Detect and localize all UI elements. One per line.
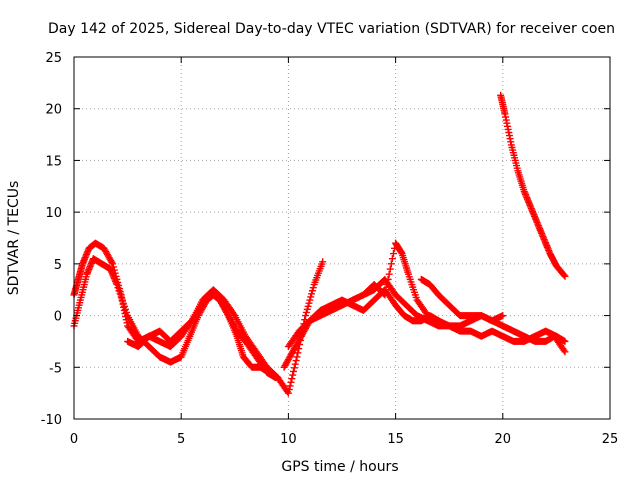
data-point <box>287 378 295 386</box>
data-point <box>290 367 298 375</box>
chart-title: Day 142 of 2025, Sidereal Day-to-day VTE… <box>48 21 615 37</box>
data-point <box>302 312 310 320</box>
data-point <box>291 360 299 368</box>
data-point <box>288 375 296 383</box>
y-tick-label: 0 <box>54 310 62 325</box>
data-point <box>284 389 292 397</box>
data-point <box>116 290 124 298</box>
data-point <box>187 318 195 326</box>
data-point <box>308 290 316 298</box>
y-tick-label: 5 <box>54 258 62 273</box>
data-point <box>561 348 569 356</box>
data-point <box>115 287 123 295</box>
data-point <box>309 284 317 292</box>
data-point <box>561 337 569 345</box>
data-point <box>560 346 568 354</box>
data-point <box>292 357 300 365</box>
data-point <box>303 305 311 313</box>
data-point <box>108 258 116 266</box>
series-track-f <box>359 275 569 345</box>
data-point <box>121 305 129 313</box>
y-tick-label: -5 <box>49 361 62 376</box>
data-point <box>382 286 390 294</box>
data-point <box>304 302 312 310</box>
data-point <box>123 308 131 316</box>
data-point <box>499 312 507 320</box>
x-tick-label: 10 <box>280 432 297 447</box>
data-point <box>109 260 117 268</box>
data-point <box>319 258 327 266</box>
y-axis-title: SDTVAR / TECUs <box>6 181 22 296</box>
data-point <box>381 291 389 299</box>
data-point <box>285 386 293 394</box>
data-point <box>305 299 313 307</box>
data-point <box>120 302 128 310</box>
data-point <box>561 272 569 280</box>
x-tick-label: 25 <box>602 432 619 447</box>
x-tick-label: 20 <box>495 432 512 447</box>
y-tick-label: -10 <box>41 413 62 428</box>
plot-border <box>73 56 611 420</box>
x-axis-title: GPS time / hours <box>281 459 398 475</box>
data-point <box>388 255 396 263</box>
y-tick-label: 10 <box>45 206 62 221</box>
data-point <box>307 293 315 301</box>
data-point <box>230 310 238 318</box>
data-point <box>224 310 232 318</box>
data-point <box>118 296 126 304</box>
data-point <box>302 308 310 316</box>
data-point <box>290 364 298 372</box>
series-track-c <box>124 258 327 397</box>
y-tick-label: 20 <box>45 103 62 118</box>
data-point <box>560 271 568 279</box>
data-point <box>114 284 122 292</box>
data-point <box>385 270 393 278</box>
data-point <box>294 349 302 357</box>
data-point <box>308 287 316 295</box>
data-point <box>387 260 395 268</box>
series-track-h <box>497 91 569 280</box>
data-point <box>380 290 388 298</box>
x-tick-label: 0 <box>70 432 78 447</box>
axis-ticks: 0 5 10 15 20 25 -10 -5 0 5 10 15 20 25 <box>41 51 619 447</box>
data-point <box>293 353 301 361</box>
series-track-g <box>417 275 569 356</box>
data-point <box>113 281 121 289</box>
data-point <box>306 296 314 304</box>
data-point <box>386 265 394 273</box>
data-point <box>286 382 294 390</box>
x-tick-label: 5 <box>177 432 185 447</box>
data-points <box>70 91 569 397</box>
y-tick-label: 15 <box>45 154 62 169</box>
x-tick-label: 15 <box>387 432 404 447</box>
data-point <box>117 293 125 301</box>
data-point <box>289 371 297 379</box>
data-point <box>389 250 397 258</box>
data-point <box>119 299 127 307</box>
series-track-d <box>280 286 442 371</box>
plot-frame <box>73 56 611 420</box>
y-tick-label: 25 <box>45 51 62 66</box>
